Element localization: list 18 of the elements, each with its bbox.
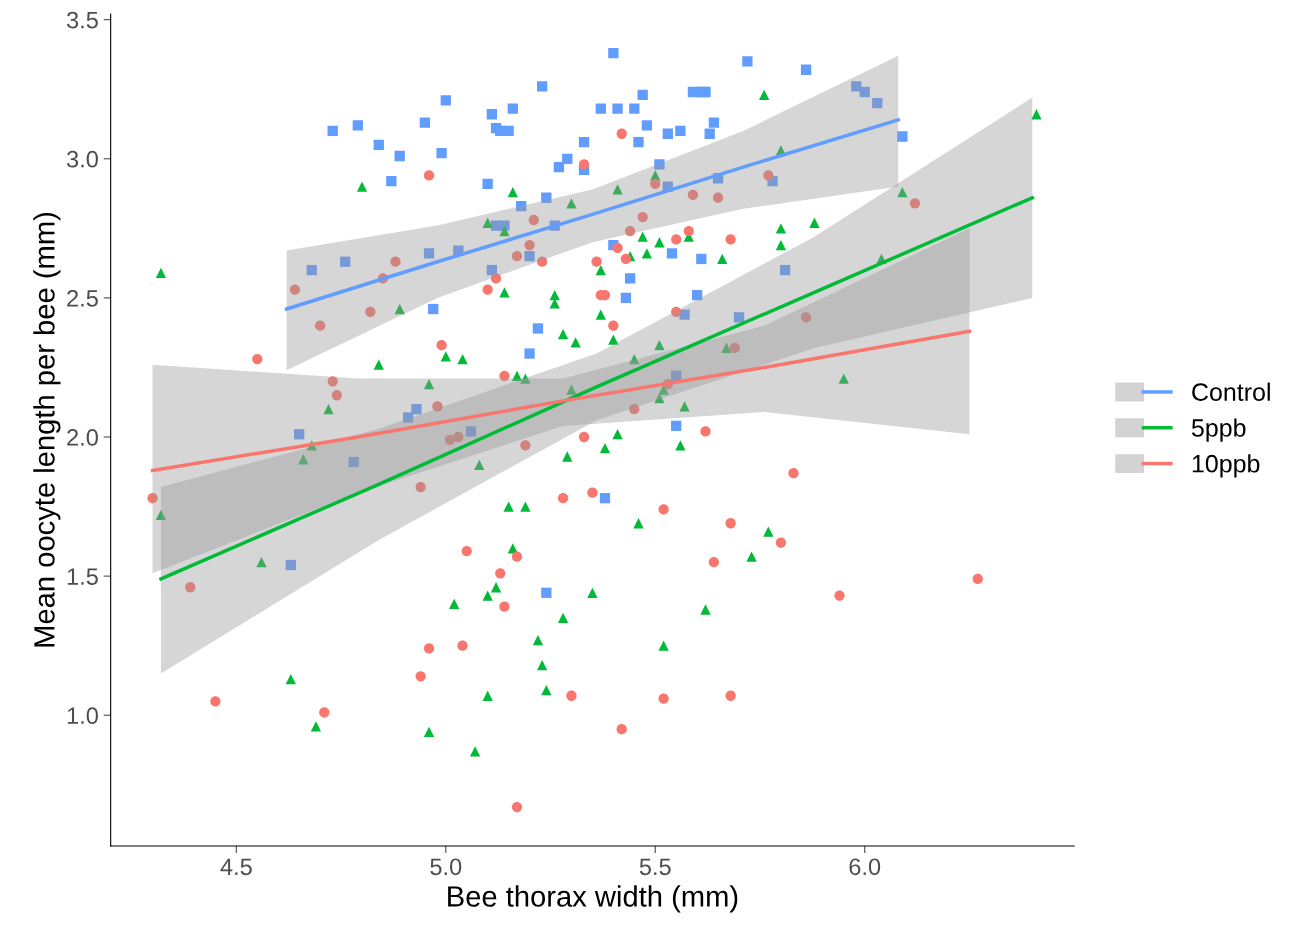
legend-label: Control [1192, 382, 1270, 401]
y-tick-label: 3.5 [66, 11, 98, 29]
x-tick-label: 6.0 [849, 858, 881, 876]
legend-label: 5ppb [1191, 418, 1246, 442]
y-tick-label: 1.5 [67, 568, 98, 585]
x-tick-label: 5.0 [430, 858, 462, 876]
y-axis-title: Mean oocyte length per bee (mm) [33, 212, 61, 647]
y-tick-label: 3.0 [66, 150, 98, 168]
x-tick-label: 5.5 [639, 858, 671, 876]
x-tick-label: 4.5 [220, 858, 252, 876]
legend-label: 10ppb [1192, 454, 1260, 478]
x-axis-title: Bee thorax width (mm) [448, 885, 738, 913]
line-series [284, 118, 900, 311]
y-tick-label: 2.5 [67, 289, 98, 307]
line-series [159, 195, 1034, 581]
y-tick-label: 2.0 [67, 429, 98, 446]
line-series [150, 329, 972, 473]
y-tick-label: 1.0 [67, 707, 98, 725]
